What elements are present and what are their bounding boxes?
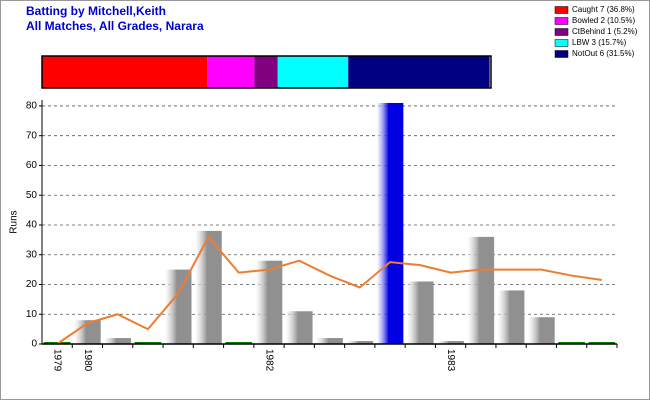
bar (376, 102, 404, 344)
bar (528, 317, 555, 344)
bar (225, 342, 253, 344)
y-tick-label: 0 (31, 339, 37, 350)
bar (467, 236, 495, 344)
bar (437, 341, 464, 344)
bar (134, 342, 162, 344)
proportion-segment (348, 56, 490, 88)
bar (74, 320, 101, 344)
x-tick-label: 1979 (51, 349, 62, 372)
proportion-segment (277, 56, 349, 88)
chart-subtitle: All Matches, All Grades, Narara (26, 19, 204, 33)
legend-swatch (554, 17, 569, 25)
y-tick-label: 30 (26, 249, 38, 260)
bar (255, 260, 283, 344)
proportion-segment (207, 56, 255, 88)
y-axis-label: Runs (9, 210, 20, 233)
bar (558, 342, 585, 344)
x-tick-label: 1980 (82, 349, 93, 372)
y-tick-label: 60 (26, 160, 38, 171)
legend-label: LBW 3 (15.7%) (572, 38, 627, 47)
bar (195, 230, 222, 344)
legend-label: Caught 7 (36.8%) (572, 5, 635, 14)
bar (346, 341, 374, 344)
bar (497, 290, 525, 344)
y-tick-label: 10 (26, 309, 38, 320)
average-line (56, 235, 603, 345)
x-tick-label: 1983 (445, 349, 456, 372)
bar (104, 338, 131, 344)
bar (285, 311, 313, 344)
y-tick-label: 80 (26, 101, 38, 112)
y-tick-label: 20 (26, 279, 38, 290)
legend-swatch (554, 39, 569, 47)
y-tick-label: 50 (26, 190, 38, 201)
legend-label: CtBehind 1 (5.2%) (572, 27, 638, 36)
bar (164, 269, 192, 344)
proportion-frame (41, 55, 492, 89)
y-tick-label: 40 (26, 220, 38, 231)
legend-swatch (554, 6, 569, 14)
bar (316, 338, 343, 344)
legend-swatch (554, 28, 569, 36)
legend-swatch (554, 50, 569, 58)
chart-title: Batting by Mitchell,Keith (26, 4, 166, 18)
legend-label: NotOut 6 (31.5%) (572, 49, 635, 58)
bar (406, 281, 434, 344)
y-tick-label: 70 (26, 130, 38, 141)
x-tick-label: 1982 (263, 349, 274, 372)
proportion-segment (42, 56, 208, 88)
bar (588, 342, 616, 344)
legend-label: Bowled 2 (10.5%) (572, 16, 635, 25)
proportion-segment (254, 56, 278, 88)
